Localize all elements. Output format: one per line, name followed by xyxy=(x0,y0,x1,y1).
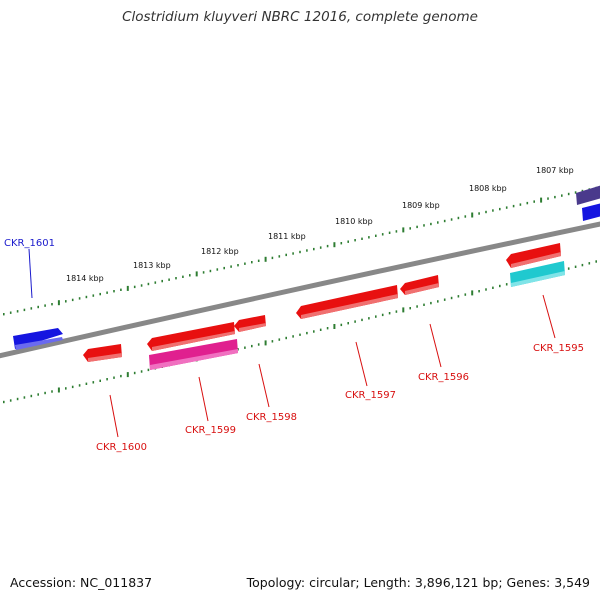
gene-ckr-1598[interactable] xyxy=(234,315,266,332)
gene-top-right-purple[interactable] xyxy=(576,185,600,205)
map-title: Clostridium kluyveri NBRC 12016, complet… xyxy=(122,9,478,25)
leader-ckr-1600 xyxy=(109,394,119,438)
leader-ckr-1597 xyxy=(355,341,368,387)
scale-label-1810: 1810 kbp xyxy=(335,217,373,226)
gene-ckr-1599[interactable] xyxy=(147,322,235,351)
scale-label-1812: 1812 kbp xyxy=(201,247,239,256)
scale-label-1813: 1813 kbp xyxy=(133,261,171,270)
gene-label-ckr-1596: CKR_1596 xyxy=(418,372,469,383)
scale-label-1809: 1809 kbp xyxy=(402,201,440,210)
leader-ckr-1598 xyxy=(258,363,270,408)
gene-top-right-blue[interactable] xyxy=(582,203,600,221)
leader-ckr-1601 xyxy=(28,248,33,299)
gene-label-ckr-1598: CKR_1598 xyxy=(246,412,297,423)
gene-label-ckr-1595: CKR_1595 xyxy=(533,343,584,354)
gene-label-ckr-1601: CKR_1601 xyxy=(4,238,55,249)
gene-ckr-1596[interactable] xyxy=(400,275,439,295)
leader-ckr-1596 xyxy=(429,323,442,368)
gene-label-ckr-1599: CKR_1599 xyxy=(185,425,236,436)
scale-label-1807: 1807 kbp xyxy=(536,166,574,175)
gene-ckr-1597[interactable] xyxy=(296,285,398,319)
genome-backbone xyxy=(0,221,600,359)
gene-label-ckr-1600: CKR_1600 xyxy=(96,442,147,453)
gene-ckr-1601[interactable] xyxy=(13,328,63,350)
leader-ckr-1595 xyxy=(542,294,556,339)
gene-label-ckr-1597: CKR_1597 xyxy=(345,390,396,401)
scale-ticks-outer xyxy=(2,186,598,316)
topology-text: Topology: circular; Length: 3,896,121 bp… xyxy=(246,575,590,590)
accession-text: Accession: NC_011837 xyxy=(10,575,153,590)
scale-label-1814: 1814 kbp xyxy=(66,274,104,283)
gene-ckr-1599-rna[interactable] xyxy=(149,339,238,370)
gene-ckr-1595[interactable] xyxy=(506,243,561,268)
scale-label-1808: 1808 kbp xyxy=(469,184,507,193)
gene-ckr-1595-rna[interactable] xyxy=(510,261,565,287)
scale-label-1811: 1811 kbp xyxy=(268,232,306,241)
leader-ckr-1599 xyxy=(198,376,209,422)
gene-ckr-1600[interactable] xyxy=(83,344,122,362)
